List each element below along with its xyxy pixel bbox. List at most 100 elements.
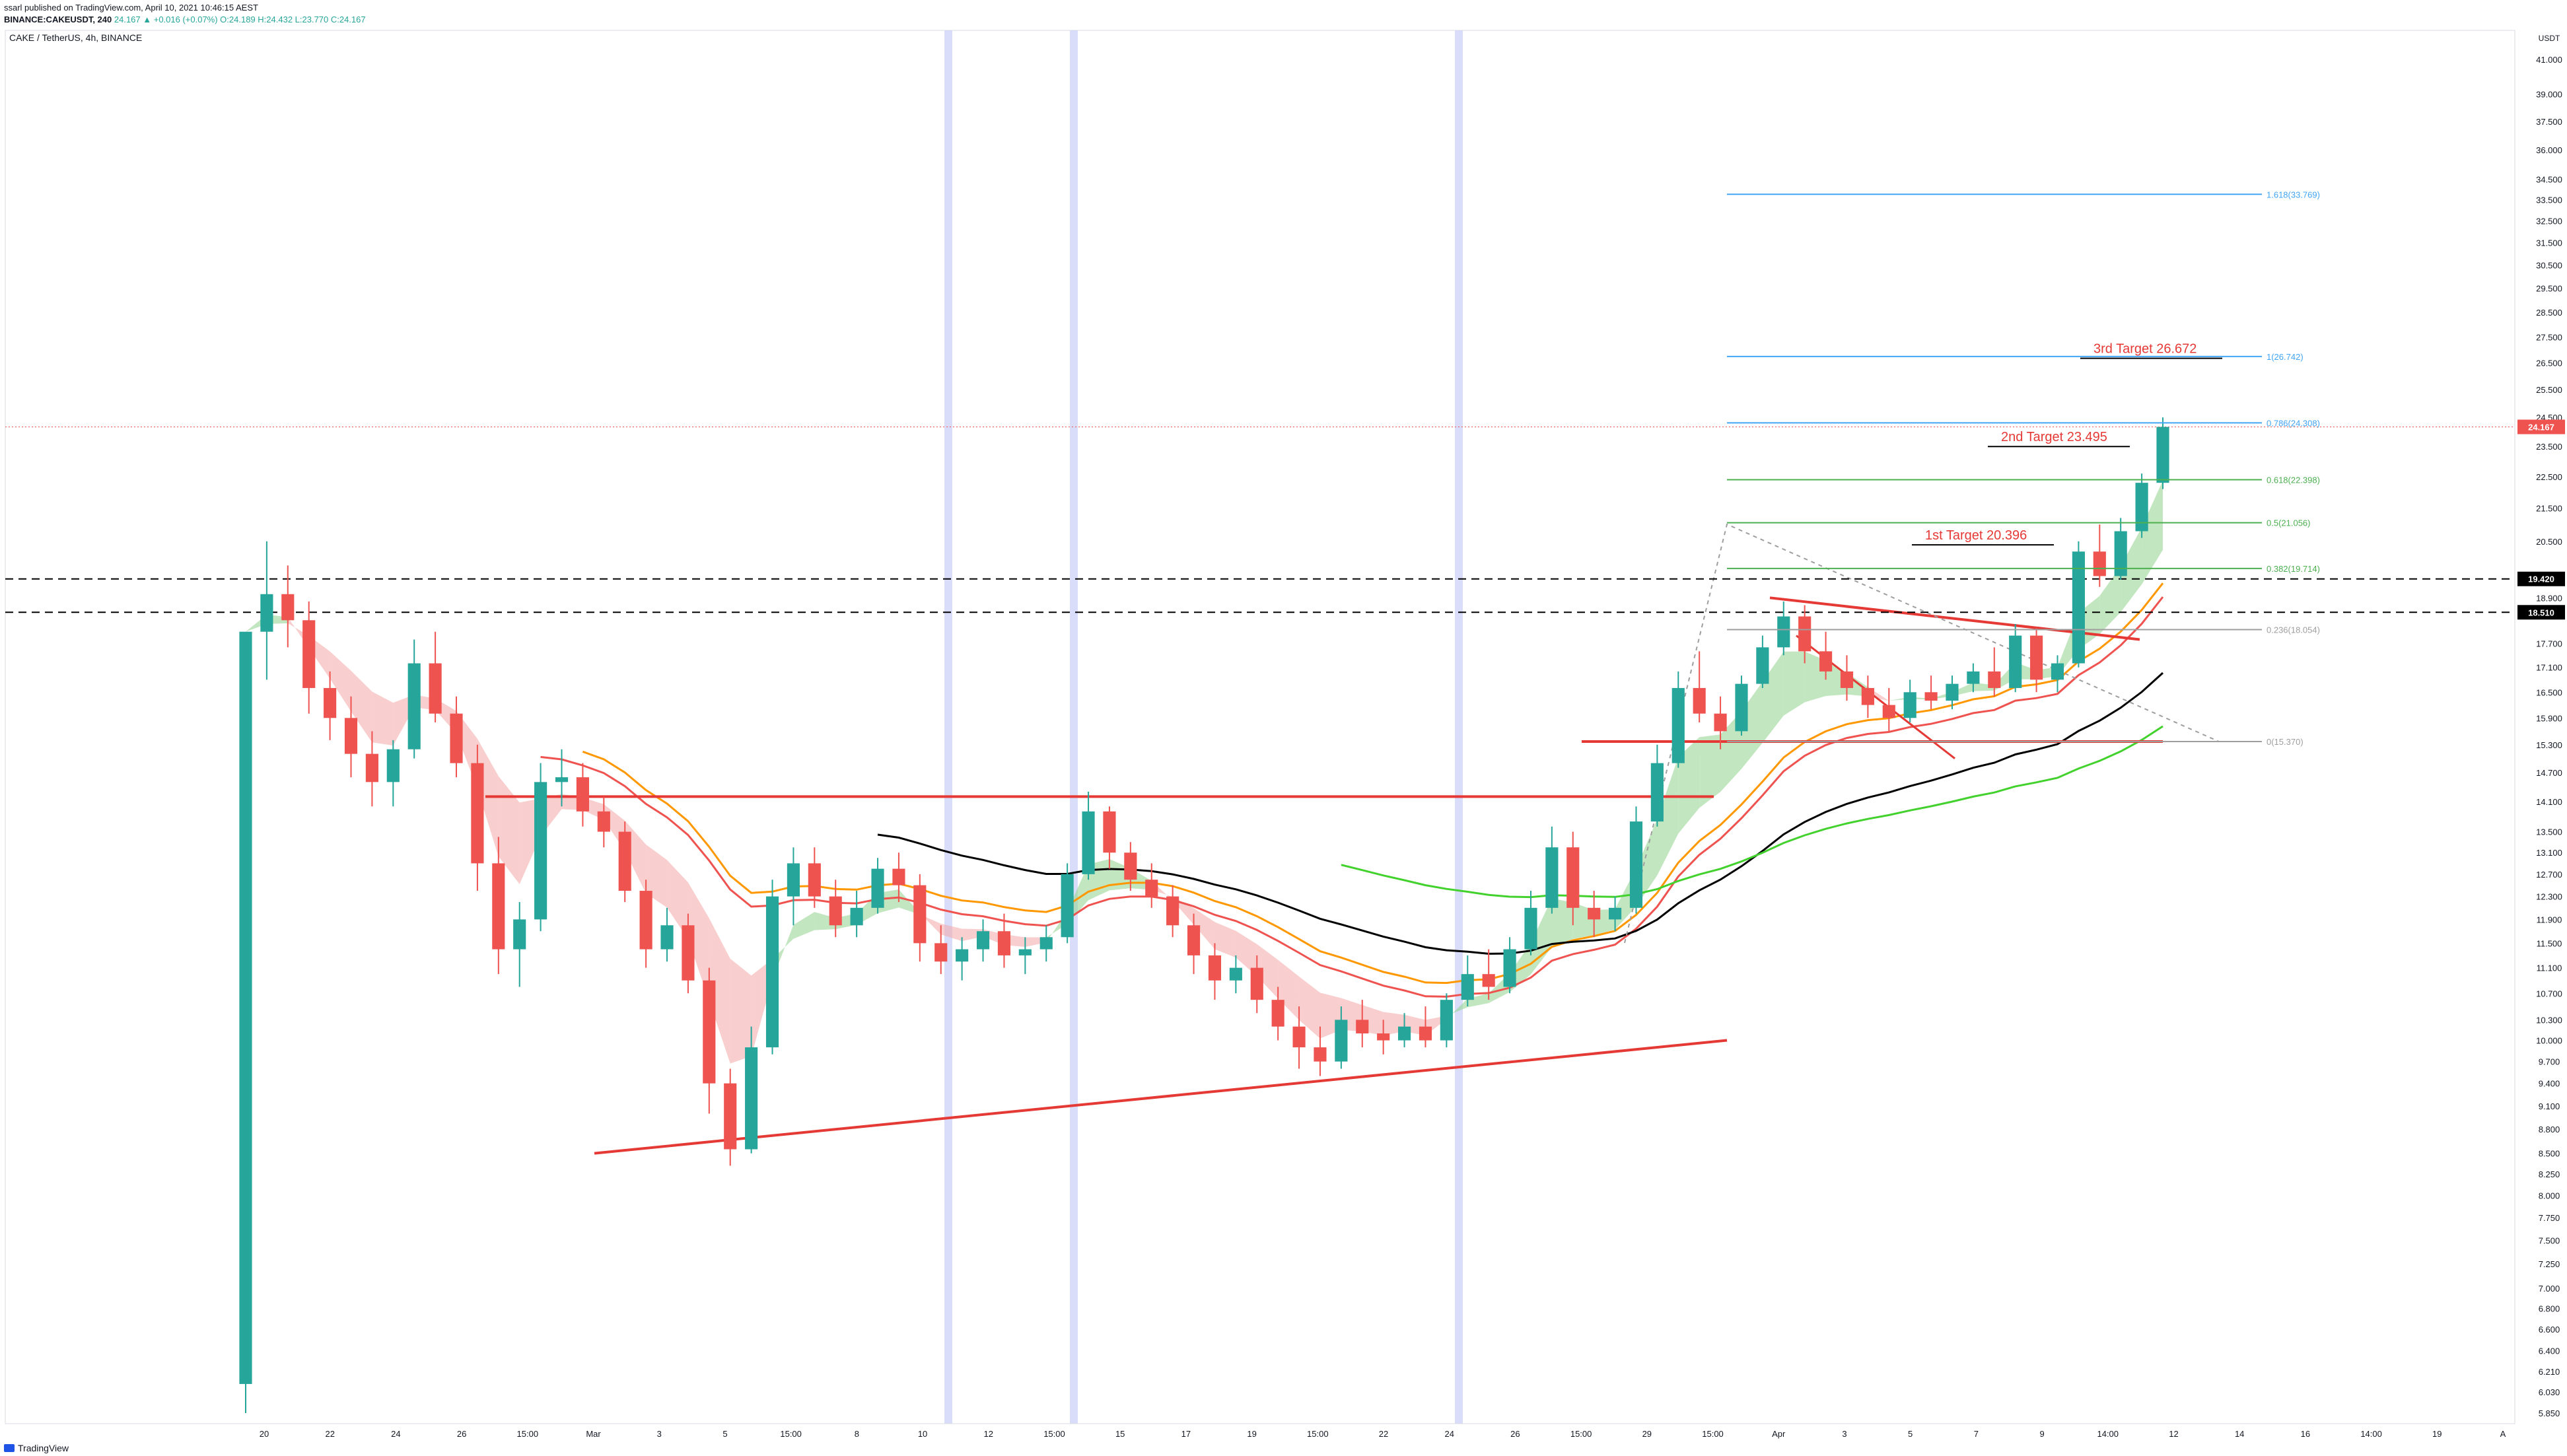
- time-tick-label: 15:00: [1307, 1429, 1329, 1439]
- candle-body: [1229, 967, 1242, 981]
- fib-level-label: 0.786(24.308): [2267, 418, 2320, 428]
- time-tick-label: A: [2500, 1429, 2506, 1439]
- candle-body: [618, 831, 631, 891]
- candle-body: [1503, 949, 1516, 987]
- candle-body: [302, 620, 316, 688]
- candle-body: [1356, 1020, 1369, 1034]
- ribbon-band-segment: [709, 918, 730, 1064]
- candle-body: [407, 663, 421, 749]
- price-tick-label: 8.000: [2539, 1191, 2560, 1200]
- candle-body: [1946, 683, 1959, 701]
- price-tick-label: 5.850: [2539, 1408, 2560, 1418]
- last-price-tag: 24.167: [2528, 423, 2554, 433]
- candle-body: [2114, 531, 2127, 576]
- candle-body: [1335, 1020, 1348, 1062]
- time-tick-label: 26: [1510, 1429, 1520, 1439]
- candle-body: [976, 931, 990, 950]
- dashed-level-tag-bg: [2517, 605, 2565, 620]
- price-axis[interactable]: 41.000 39.000 37.500 36.000 34.500 33.500 32.5…: [2514, 30, 2565, 1424]
- time-tick-label: 24: [391, 1429, 400, 1439]
- candle-body: [365, 753, 378, 782]
- ribbon-band-segment: [1214, 922, 1236, 958]
- candle-body: [808, 863, 821, 897]
- candle-body: [1566, 847, 1580, 908]
- time-tick-label: Apr: [1772, 1429, 1786, 1439]
- price-tick-label: 10.000: [2536, 1036, 2562, 1046]
- time-tick-label: 7: [1974, 1429, 1979, 1439]
- last-price-tag-bg: [2517, 419, 2565, 434]
- tradingview-brand-label: TradingView: [18, 1443, 69, 1453]
- candle-body: [829, 896, 842, 926]
- candle-body: [703, 980, 716, 1084]
- price-tick-label: 36.000: [2536, 145, 2562, 155]
- candle-body: [1609, 907, 1622, 920]
- ribbon-band-segment: [793, 912, 815, 939]
- ribbon-band-segment: [330, 651, 351, 712]
- candle-body: [2072, 551, 2085, 664]
- candle-body: [787, 863, 800, 897]
- ribbon-band-segment: [1783, 651, 1805, 716]
- fib-level-label: 1(26.742): [2267, 352, 2303, 362]
- candle-body: [934, 943, 948, 962]
- price-tick-label: 23.500: [2536, 442, 2562, 452]
- time-tick-label: 16: [2301, 1429, 2310, 1439]
- ribbon-band-segment: [667, 860, 688, 940]
- time-tick-label: 15: [1115, 1429, 1125, 1439]
- candle-body: [492, 863, 505, 950]
- ribbon-band-segment: [1278, 959, 1300, 1020]
- time-tick-label: Mar: [586, 1429, 601, 1439]
- price-tick-label: 16.500: [2536, 687, 2562, 697]
- time-tick-label: 3: [657, 1429, 662, 1439]
- ribbon-band-segment: [1467, 993, 1489, 1008]
- candle-body: [1924, 692, 1938, 701]
- candle-body: [1988, 671, 2001, 688]
- target-label: 2nd Target 23.495: [2001, 430, 2107, 444]
- price-tick-label: 13.100: [2536, 848, 2562, 858]
- price-tick-label: 8.500: [2539, 1149, 2560, 1159]
- candle-body: [1629, 821, 1643, 908]
- time-axis[interactable]: 20 22 24 26 15:00 Mar 3 5 15:00 8 10 12 15:00 15 17 19 1…: [5, 1423, 2515, 1439]
- candle-body: [1882, 705, 1895, 718]
- price-tick-label: 33.500: [2536, 195, 2562, 205]
- price-tick-label: 8.250: [2539, 1169, 2560, 1179]
- session-highlight: [1070, 30, 1078, 1424]
- price-tick-label: 14.100: [2536, 797, 2562, 807]
- price-tick-label: 29.500: [2536, 284, 2562, 294]
- ribbon-band-segment: [1551, 898, 1573, 948]
- candle-body: [1440, 1000, 1453, 1041]
- price-tick-label: 6.600: [2539, 1325, 2560, 1335]
- time-tick-label: 19: [2432, 1429, 2442, 1439]
- candle-body: [1061, 874, 1074, 938]
- ribbon-band-segment: [498, 776, 520, 884]
- candle-body: [260, 594, 273, 632]
- ribbon-band-segment: [2099, 566, 2121, 635]
- price-tick-label: 9.400: [2539, 1079, 2560, 1089]
- publish-info: ssarl published on TradingView.com, Apri…: [4, 3, 258, 13]
- price-tick-label: 8.800: [2539, 1125, 2560, 1134]
- tradingview-logo[interactable]: TradingView: [4, 1442, 69, 1454]
- candle-body: [1250, 967, 1263, 1000]
- fibonacci-levels[interactable]: 1.618(33.769) 1(26.742) 0.786(24.308) 0.618…: [1727, 190, 2320, 747]
- candle-body: [1124, 852, 1137, 880]
- ribbon-band-segment: [1257, 944, 1279, 999]
- price-tick-label: 6.400: [2539, 1346, 2560, 1356]
- symbol-label: BINANCE:CAKEUSDT, 240: [4, 15, 112, 24]
- price-tick-label: 21.500: [2536, 504, 2562, 514]
- time-tick-label: 15:00: [517, 1429, 539, 1439]
- candle-body: [892, 868, 905, 885]
- time-tick-label: 14: [2235, 1429, 2244, 1439]
- time-tick-label: 22: [325, 1429, 334, 1439]
- time-tick-label: 26: [457, 1429, 466, 1439]
- candle-body: [1756, 647, 1769, 684]
- session-highlights: [944, 30, 1463, 1424]
- ribbon-band-segment: [1530, 898, 1552, 975]
- time-tick-label: 12: [2169, 1429, 2178, 1439]
- candle-body: [2009, 635, 2022, 688]
- tradingview-logo-icon: [4, 1444, 15, 1452]
- candle-body: [1650, 763, 1664, 822]
- session-highlight: [1455, 30, 1463, 1424]
- fib-level-label: 0.236(18.054): [2267, 625, 2320, 635]
- candle-body: [471, 763, 484, 864]
- price-tick-label: 6.800: [2539, 1304, 2560, 1314]
